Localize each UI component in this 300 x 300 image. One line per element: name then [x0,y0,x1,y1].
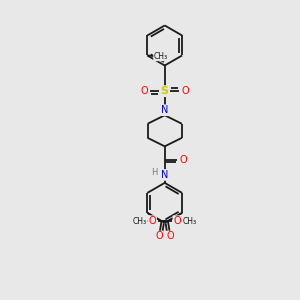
Text: S: S [161,86,169,96]
Text: CH₃: CH₃ [154,52,168,61]
Text: CH₃: CH₃ [133,217,147,226]
Text: N: N [161,170,168,180]
Text: O: O [182,86,189,96]
Text: N: N [161,105,168,115]
Text: O: O [173,216,181,226]
Text: O: O [167,231,174,242]
Text: H: H [151,168,158,177]
Text: O: O [140,86,148,96]
Text: O: O [155,231,163,242]
Text: CH₃: CH₃ [182,217,197,226]
Text: O: O [179,154,187,165]
Text: O: O [148,216,156,226]
